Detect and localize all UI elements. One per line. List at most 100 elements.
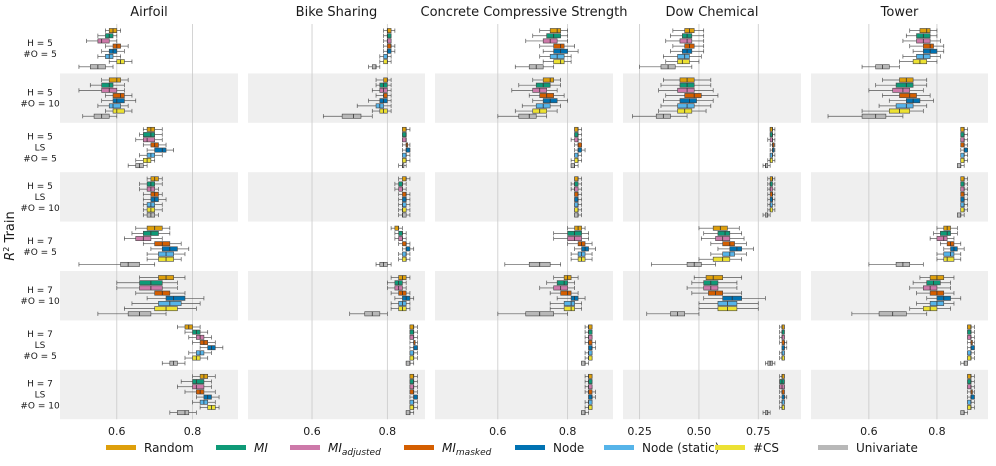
panel-4: Tower 0.6 0.8 xyxy=(827,5,975,438)
legend-label-cs: #CS xyxy=(753,441,779,455)
row-band xyxy=(623,172,801,222)
box-node xyxy=(387,48,392,54)
box-random xyxy=(387,28,392,34)
x-tick-label: 0.8 xyxy=(184,425,202,438)
row-label: LS xyxy=(35,341,46,351)
box-node-static- xyxy=(108,103,121,109)
legend: Random MI MIadjusted MImasked Node Node (stat… xyxy=(106,441,918,458)
panel-3: Dow Chemical 0.25 0.50 0.75 xyxy=(627,5,788,438)
box-mi-adjusted xyxy=(97,38,110,44)
box--cs xyxy=(677,59,690,65)
panel-0: Airfoil 0.6 0.8 xyxy=(78,5,224,438)
box-mi xyxy=(967,379,972,384)
box-random xyxy=(542,77,554,83)
row-band xyxy=(623,73,801,123)
legend-label-node_static: Node (static) xyxy=(642,441,719,455)
legend-swatch-node xyxy=(515,445,545,450)
box-node-static- xyxy=(574,152,579,158)
x-tick-label: 0.6 xyxy=(489,425,507,438)
box-mi xyxy=(960,132,965,137)
box-mi xyxy=(409,379,415,384)
row-band xyxy=(248,172,425,222)
row-bands xyxy=(60,73,988,420)
box-random xyxy=(967,324,972,330)
box--cs xyxy=(967,405,972,410)
row-label: #O = 5 xyxy=(23,352,57,362)
box-node-static- xyxy=(409,399,415,405)
box-univariate xyxy=(402,212,407,218)
legend-label-mi: MI xyxy=(254,441,268,455)
box-random xyxy=(549,28,561,34)
box--cs xyxy=(588,405,593,410)
row-label: H = 5 xyxy=(27,133,53,143)
box-random xyxy=(108,77,121,83)
row-label: H = 7 xyxy=(27,330,53,340)
box-random xyxy=(574,176,579,182)
box--cs xyxy=(960,158,965,163)
panel-title: Dow Chemical xyxy=(665,5,758,20)
box-node-static- xyxy=(677,103,695,109)
row-band xyxy=(248,73,425,123)
row-band xyxy=(435,271,613,321)
box-mi-adjusted xyxy=(574,186,579,192)
row-label: H = 5 xyxy=(27,89,53,99)
box--cs xyxy=(402,256,407,262)
box--cs xyxy=(574,207,579,213)
box-node-static- xyxy=(960,202,965,208)
box-mi xyxy=(717,230,731,236)
box-mi xyxy=(940,230,951,236)
x-tick-label: 0.25 xyxy=(627,425,652,438)
box-node-static- xyxy=(574,202,579,208)
box-mi-masked xyxy=(899,93,917,98)
box-node xyxy=(413,394,418,400)
row-label: #O = 5 xyxy=(23,248,57,258)
box-mi xyxy=(387,33,392,39)
box-mi-masked xyxy=(387,43,392,49)
legend-swatch-cs xyxy=(715,445,745,450)
x-tick-label: 0.6 xyxy=(303,425,321,438)
box-node xyxy=(405,147,411,153)
box-univariate xyxy=(581,410,586,416)
box-univariate xyxy=(405,360,411,366)
box-univariate xyxy=(405,410,411,416)
row-label: #O = 10 xyxy=(20,100,60,110)
x-tick-label: 0.6 xyxy=(860,425,878,438)
box-mi xyxy=(192,379,205,384)
box-random xyxy=(705,275,723,281)
box-mi-adjusted xyxy=(960,137,965,143)
box-random xyxy=(967,373,972,379)
row-band xyxy=(623,369,801,420)
row-label: LS xyxy=(35,391,46,401)
legend-label-mi_adjusted: MIadjusted xyxy=(328,441,381,458)
box-node xyxy=(574,197,579,202)
box-node-static- xyxy=(967,350,972,356)
panel-2: Concrete Compressive Strength 0.6 0.8 xyxy=(421,5,628,438)
box-univariate xyxy=(960,410,965,416)
legend-label-univariate: Univariate xyxy=(856,441,918,455)
box-mi xyxy=(409,329,415,335)
box-mi-masked xyxy=(402,241,407,247)
box-random xyxy=(409,373,415,379)
box-node xyxy=(112,98,125,104)
box-mi-adjusted xyxy=(192,384,205,390)
box-mi-adjusted xyxy=(967,384,972,390)
box-univariate xyxy=(861,113,887,119)
row-label: #O = 10 xyxy=(20,402,60,412)
box-node xyxy=(588,394,593,400)
box-mi-masked xyxy=(577,142,582,148)
row-band xyxy=(435,172,613,222)
box-mi xyxy=(574,181,579,187)
box-mi-masked xyxy=(923,43,934,49)
box-random xyxy=(919,28,931,34)
row-band xyxy=(435,369,613,420)
box--cs xyxy=(943,256,955,262)
box-node xyxy=(679,98,697,104)
box-mi-masked xyxy=(684,93,702,98)
row-band xyxy=(248,271,425,321)
row-label: #O = 10 xyxy=(20,297,60,307)
box-mi-masked xyxy=(960,142,965,148)
row-label: H = 7 xyxy=(27,380,53,390)
box-mi-adjusted xyxy=(967,334,972,340)
box-node xyxy=(165,295,186,301)
box-node-static- xyxy=(967,399,972,405)
